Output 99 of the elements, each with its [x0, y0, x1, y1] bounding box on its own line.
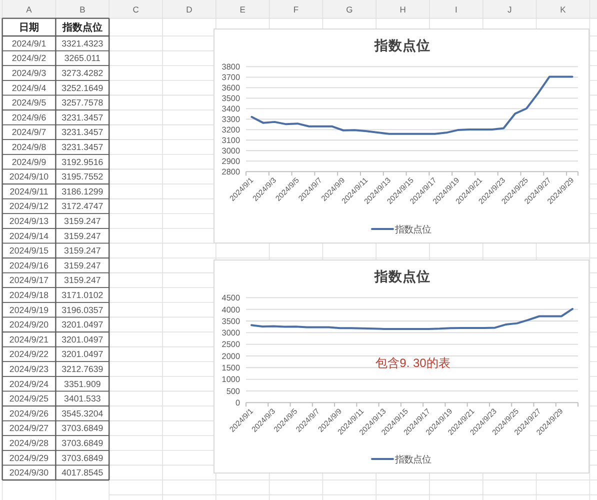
- chart-title: 指数点位: [374, 269, 430, 285]
- category-label: 2024/9/23: [9, 364, 49, 374]
- category-label: 2024/9/24: [9, 378, 49, 389]
- y-tick-label: 500: [226, 386, 240, 396]
- category-label: 2024/9/13: [9, 216, 49, 226]
- data-label: 3201.0497: [62, 334, 104, 344]
- y-tick-label: 3800: [222, 62, 240, 72]
- data-label: 3186.1299: [62, 186, 104, 196]
- data-label: 3252.1649: [62, 82, 104, 93]
- data-label: 3159.247: [64, 230, 101, 241]
- category-label: 2024/9/5: [12, 98, 46, 108]
- y-tick-label: 3700: [222, 73, 240, 82]
- category-label: 2024/9/25: [9, 394, 49, 404]
- text: G: [346, 4, 353, 14]
- y-tick-label: 2900: [222, 157, 240, 166]
- category-label: 2024/9/26: [9, 408, 49, 418]
- category-label: 2024/9/14: [9, 230, 49, 241]
- line-series: [250, 76, 574, 135]
- text: H: [400, 4, 406, 14]
- category-label: 2024/9/2: [12, 53, 46, 64]
- y-tick-label: 1000: [222, 375, 240, 384]
- category-label: 2024/9/21: [9, 334, 49, 344]
- y-tick-label: 3000: [222, 328, 240, 338]
- text: J: [507, 4, 512, 14]
- text: K: [560, 4, 566, 14]
- y-tick-label: 2500: [222, 340, 240, 350]
- data-label: 3159.247: [64, 246, 101, 256]
- data-label: 3265.011: [64, 53, 101, 64]
- category-label: 2024/9/3: [12, 68, 46, 78]
- data-label: 3195.7552: [62, 172, 104, 182]
- data-label: 3171.0102: [62, 290, 104, 300]
- y-tick-label: 3300: [222, 115, 240, 124]
- chart-title: 指数点位: [374, 38, 430, 54]
- y-tick-label: 3600: [222, 84, 240, 93]
- y-tick-label: 4000: [222, 305, 240, 314]
- category-label: 2024/9/29: [9, 452, 49, 463]
- text: 指数点位: [61, 22, 102, 34]
- category-label: 2024/9/15: [9, 246, 49, 256]
- text: D: [186, 4, 192, 14]
- data-label: 3257.7578: [62, 98, 104, 108]
- y-tick-label: 3400: [222, 104, 240, 114]
- category-label: 2024/9/9: [12, 156, 46, 167]
- category-label: 2024/9/1: [12, 38, 46, 48]
- data-label: 3231.3457: [62, 142, 104, 152]
- data-label: 3703.6849: [62, 452, 104, 463]
- data-label: 3196.0357: [62, 304, 104, 315]
- y-tick-label: 3500: [222, 316, 240, 326]
- data-label: 3159.247: [64, 275, 101, 286]
- y-tick-label: 4500: [222, 294, 240, 303]
- data-label: 3159.247: [64, 260, 101, 270]
- data-label: 3545.3204: [62, 408, 104, 418]
- category-label: 2024/9/6: [12, 112, 46, 122]
- text: C: [132, 4, 139, 14]
- category-label: 2024/9/18: [9, 290, 49, 300]
- data-label: 3321.4323: [62, 38, 104, 48]
- line-series: [250, 308, 574, 330]
- category-label: 2024/9/30: [9, 468, 49, 478]
- data-label: 3231.3457: [62, 112, 104, 122]
- data-label: 3212.7639: [62, 364, 104, 374]
- data-label: 3159.247: [64, 216, 101, 226]
- text: E: [240, 4, 246, 14]
- category-label: 2024/9/22: [9, 349, 49, 360]
- category-label: 2024/9/19: [9, 304, 49, 315]
- y-tick-label: 1500: [222, 364, 240, 373]
- text: 日期: [19, 22, 39, 34]
- data-label: 3231.3457: [62, 127, 104, 138]
- category-label: 2024/9/20: [9, 320, 49, 330]
- y-tick-label: 3000: [222, 146, 240, 156]
- y-tick-label: 2000: [222, 352, 240, 361]
- data-label: 3201.0497: [62, 349, 104, 360]
- data-label: 3703.6849: [62, 423, 104, 434]
- category-label: 2024/9/7: [12, 127, 46, 138]
- text: A: [26, 4, 32, 14]
- data-label: 4017.8545: [62, 468, 104, 478]
- category-label: 2024/9/8: [12, 142, 46, 152]
- data-label: 3192.9516: [62, 156, 104, 167]
- text: F: [293, 4, 299, 14]
- category-label: 2024/9/12: [9, 201, 49, 212]
- category-label: 2024/9/28: [9, 438, 49, 448]
- data-label: 3273.4282: [62, 68, 104, 78]
- annotation: 包含9. 30的表: [376, 356, 450, 370]
- y-tick-label: 3100: [222, 136, 240, 146]
- y-tick-label: 0: [235, 398, 240, 408]
- legend-label: 指数点位: [394, 224, 431, 234]
- text: I: [455, 4, 458, 14]
- category-label: 2024/9/16: [9, 260, 49, 270]
- data-label: 3201.0497: [62, 320, 104, 330]
- text: B: [80, 4, 86, 14]
- y-tick-label: 3200: [222, 126, 240, 135]
- data-label: 3172.4747: [62, 201, 104, 212]
- category-label: 2024/9/4: [12, 82, 46, 93]
- category-label: 2024/9/10: [9, 172, 49, 182]
- data-label: 3401.533: [64, 394, 101, 404]
- data-label: 3703.6849: [62, 438, 104, 448]
- y-tick-label: 2800: [222, 168, 240, 176]
- data-label: 3351.909: [64, 378, 101, 389]
- legend-label: 指数点位: [394, 454, 431, 464]
- y-tick-label: 3500: [222, 94, 240, 104]
- category-label: 2024/9/17: [9, 275, 49, 286]
